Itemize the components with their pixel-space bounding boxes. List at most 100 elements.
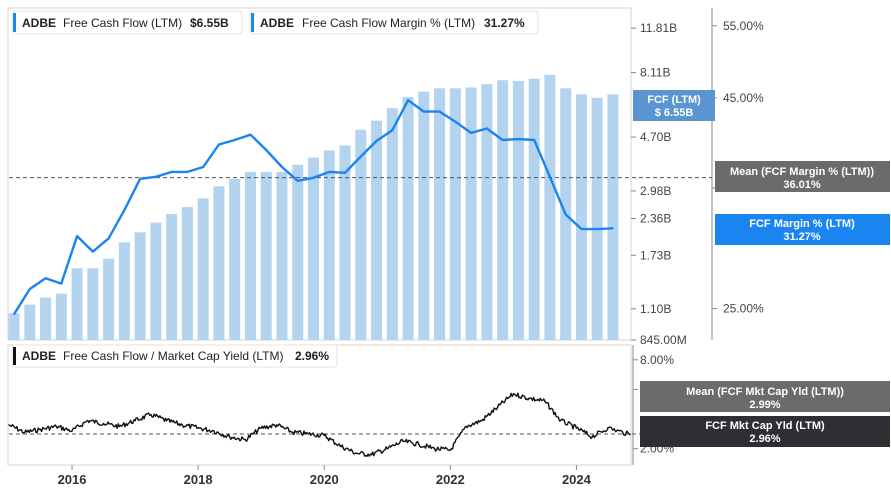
yield-point: [55, 425, 58, 428]
yield-point: [449, 449, 452, 451]
fcf-bar: [528, 78, 540, 340]
fcf-bar: [276, 171, 288, 340]
yield-point: [481, 419, 483, 422]
legend-margin-ticker: ADBE: [260, 16, 294, 30]
fcf-bar: [118, 242, 130, 340]
legend-yield-value: 2.96%: [295, 349, 329, 363]
yield-tick-label: 8.00%: [640, 353, 674, 367]
fcf-bar: [24, 304, 36, 340]
x-axis-ticks: 2016 2018 2020 2022 2024: [58, 465, 592, 487]
margin-point: [170, 171, 173, 173]
fcf-bar: [55, 293, 67, 340]
margin-point: [486, 127, 488, 130]
margin-point: [155, 175, 157, 178]
fcf-value-tag: FCF (LTM) $ 6.55B: [633, 90, 715, 121]
legend-margin-value: 31.27%: [484, 16, 525, 30]
margin-point: [470, 132, 472, 134]
yield-point: [417, 443, 420, 446]
margin-tick-label: 25.00%: [723, 302, 764, 316]
margin-point: [407, 99, 409, 101]
yield-point: [134, 419, 136, 422]
margin-value-tag: FCF Margin % (LTM) 31.27%: [715, 214, 890, 245]
yield-point: [181, 424, 184, 426]
yield-point: [197, 427, 199, 429]
margin-point: [76, 235, 78, 237]
margin-point: [391, 129, 394, 132]
fcf-bar: [418, 91, 430, 341]
fcf-bar: [103, 258, 115, 340]
yield-point: [118, 425, 121, 428]
fcf-tick-label: 4.70B: [640, 130, 671, 144]
yield-point: [228, 436, 231, 438]
margin-point: [328, 171, 331, 173]
yield-point: [260, 427, 262, 429]
fcf-bar: [150, 222, 162, 340]
fcf-bar: [465, 87, 477, 341]
margin-point: [13, 313, 15, 316]
fcf-bar: [575, 94, 587, 340]
top-panel-frame: [7, 7, 632, 341]
legend-fcf[interactable]: ADBE Free Cash Flow (LTM) $6.55B: [11, 10, 243, 35]
fcf-bar: [213, 186, 225, 340]
yield-point: [607, 427, 609, 429]
fcf-tick-label: 2.98B: [640, 184, 671, 198]
mean-yield-tag: Mean (FCF Mkt Cap Yld (LTM)) 2.99%: [640, 381, 890, 412]
fcf-bar: [40, 297, 52, 340]
margin-point: [265, 149, 268, 151]
fcf-bar: [544, 74, 556, 341]
margin-point: [312, 176, 315, 179]
fcf-bars: [8, 74, 619, 341]
yield-point: [323, 434, 326, 437]
yield-point: [71, 430, 73, 432]
fcf-bar: [244, 171, 256, 340]
yield-point: [629, 433, 631, 436]
fcf-bar: [308, 157, 320, 340]
margin-point: [281, 166, 283, 168]
legend-yield[interactable]: ADBE Free Cash Flow / Market Cap Yield (…: [11, 344, 338, 368]
yield-point: [165, 419, 168, 422]
margin-point: [123, 209, 126, 211]
fcf-tick-label: 1.73B: [640, 248, 671, 262]
fcf-bar: [512, 81, 524, 340]
margin-point: [218, 143, 220, 146]
yield-point: [591, 436, 593, 438]
margin-point: [60, 282, 63, 285]
margin-point: [501, 139, 504, 141]
legend-margin[interactable]: ADBE Free Cash Flow Margin % (LTM) 31.27…: [249, 10, 539, 35]
margin-tick-label: 45.00%: [723, 91, 764, 105]
legend-margin-swatch: [251, 13, 254, 32]
mean-margin-tag-title: Mean (FCF Margin % (LTM)): [730, 166, 874, 178]
x-tick-label: 2022: [436, 472, 465, 487]
margin-point: [549, 175, 551, 178]
margin-tag-title: FCF Margin % (LTM): [749, 218, 855, 230]
margin-point: [202, 166, 204, 168]
margin-point: [92, 250, 94, 253]
legend-fcf-ticker: ADBE: [22, 16, 56, 30]
fcf-tag-value: $ 6.55B: [655, 107, 694, 119]
yield-point: [559, 419, 562, 422]
margin-point: [580, 228, 583, 230]
mean-margin-tag-value: 36.01%: [783, 179, 821, 191]
yield-point: [512, 393, 515, 395]
margin-point: [29, 288, 31, 290]
margin-tag-value: 31.27%: [783, 231, 821, 243]
fcf-bar: [607, 94, 619, 340]
yield-point: [402, 440, 404, 443]
fcf-margin-points: [13, 99, 614, 316]
yield-point: [39, 428, 42, 431]
fcf-tick-label: 845.00M: [640, 333, 687, 347]
margin-point: [296, 179, 299, 182]
legend-fcf-value: $6.55B: [190, 16, 229, 30]
x-tick-label: 2016: [58, 472, 87, 487]
mean-margin-tag: Mean (FCF Margin % (LTM)) 36.01%: [715, 161, 890, 192]
fcf-bar: [166, 214, 178, 340]
margin-point: [596, 228, 599, 230]
fcf-bar: [371, 120, 383, 340]
yield-point: [291, 431, 294, 434]
legend-fcf-swatch: [13, 13, 16, 32]
margin-point: [423, 110, 425, 113]
fcf-bar: [323, 150, 335, 340]
margin-point: [454, 120, 457, 123]
fcf-bar: [386, 108, 398, 341]
